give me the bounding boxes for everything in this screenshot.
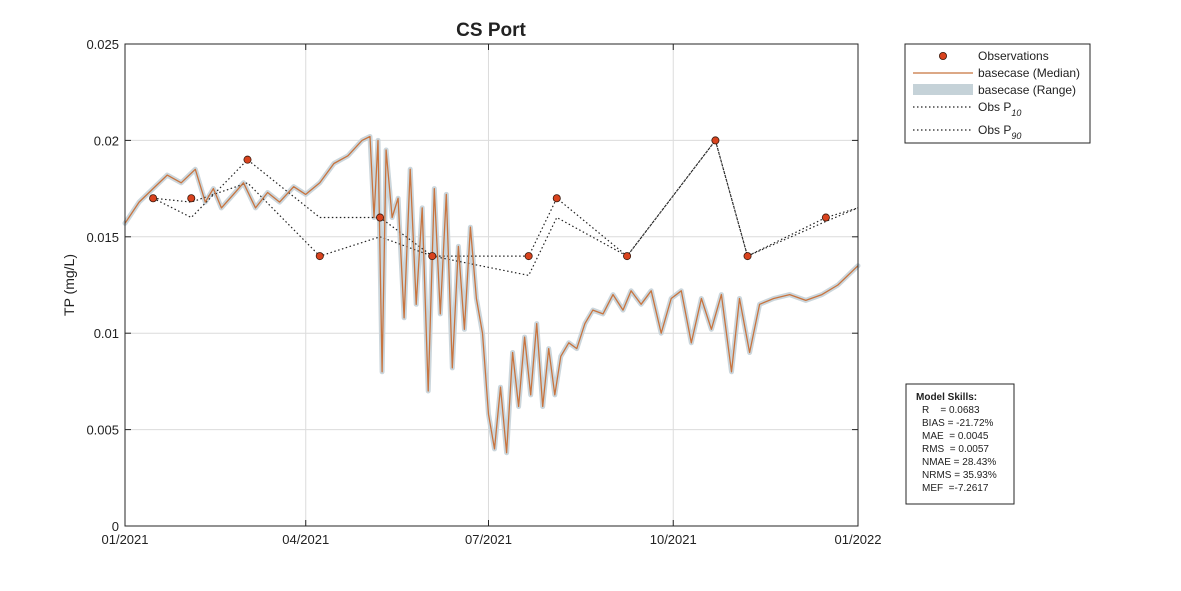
plot-frame bbox=[124, 43, 859, 527]
observation-point bbox=[315, 252, 324, 261]
skills-line: BIAS = -21.72% bbox=[922, 418, 994, 429]
x-tick-label: 01/2021 bbox=[102, 532, 149, 547]
observation-point bbox=[552, 194, 561, 203]
skills-line: MEF =-7.2617 bbox=[922, 483, 989, 494]
x-tick-label: 04/2021 bbox=[282, 532, 329, 547]
median-series bbox=[124, 135, 859, 454]
y-tick-label: 0.02 bbox=[94, 133, 119, 148]
observation-point bbox=[243, 155, 252, 164]
observation-point bbox=[623, 252, 632, 261]
skills-line: MAE = 0.0045 bbox=[922, 431, 989, 442]
legend-swatch-observations bbox=[939, 52, 948, 61]
skills-box bbox=[905, 383, 1015, 505]
x-tick-label: 07/2021 bbox=[465, 532, 512, 547]
observation-point bbox=[821, 213, 830, 222]
chart-title: CS Port bbox=[456, 20, 526, 41]
legend-label: basecase (Median) bbox=[978, 66, 1080, 80]
legend-label: Observations bbox=[978, 49, 1049, 63]
skills-line: RMS = 0.0057 bbox=[922, 444, 989, 455]
skills-line: R = 0.0683 bbox=[922, 405, 980, 416]
observation-point bbox=[711, 136, 720, 145]
observation-point bbox=[187, 194, 196, 203]
observation-points bbox=[149, 136, 830, 261]
observation-point bbox=[428, 252, 437, 261]
y-tick-label: 0 bbox=[112, 519, 119, 534]
x-tick-label: 01/2022 bbox=[835, 532, 882, 547]
skills-line: NMAE = 28.43% bbox=[922, 457, 996, 468]
skills-line: NRMS = 35.93% bbox=[922, 470, 997, 481]
legend-label-subscript: 90 bbox=[1011, 131, 1021, 141]
legend-label-subscript: 10 bbox=[1011, 108, 1021, 118]
observation-point bbox=[149, 194, 158, 203]
model-skills-box: Model Skills: R = 0.0683 BIAS = -21.72% MAE… bbox=[905, 383, 1015, 505]
x-tick-label: 10/2021 bbox=[650, 532, 697, 547]
y-tick-label: 0.025 bbox=[86, 37, 119, 52]
y-tick-label: 0.01 bbox=[94, 326, 119, 341]
legend-label: basecase (Range) bbox=[978, 83, 1076, 97]
y-axis-label: TP (mg/L) bbox=[61, 254, 77, 316]
observation-point bbox=[524, 252, 533, 261]
legend-swatch-range bbox=[913, 84, 973, 95]
median-line bbox=[124, 135, 859, 454]
legend-label: Obs P10 bbox=[978, 100, 1021, 118]
skills-title: Model Skills: bbox=[916, 392, 977, 403]
observation-point bbox=[743, 252, 752, 261]
legend-label: Obs P90 bbox=[978, 123, 1021, 141]
y-tick-label: 0.005 bbox=[86, 423, 119, 438]
observation-point bbox=[376, 213, 385, 222]
axis-ticks: 01/2021 04/2021 07/2021 10/2021 01/2022 0 0.00… bbox=[86, 37, 881, 547]
y-tick-label: 0.015 bbox=[86, 230, 119, 245]
legend: Observations basecase (Median) basecase (R… bbox=[904, 43, 1091, 144]
